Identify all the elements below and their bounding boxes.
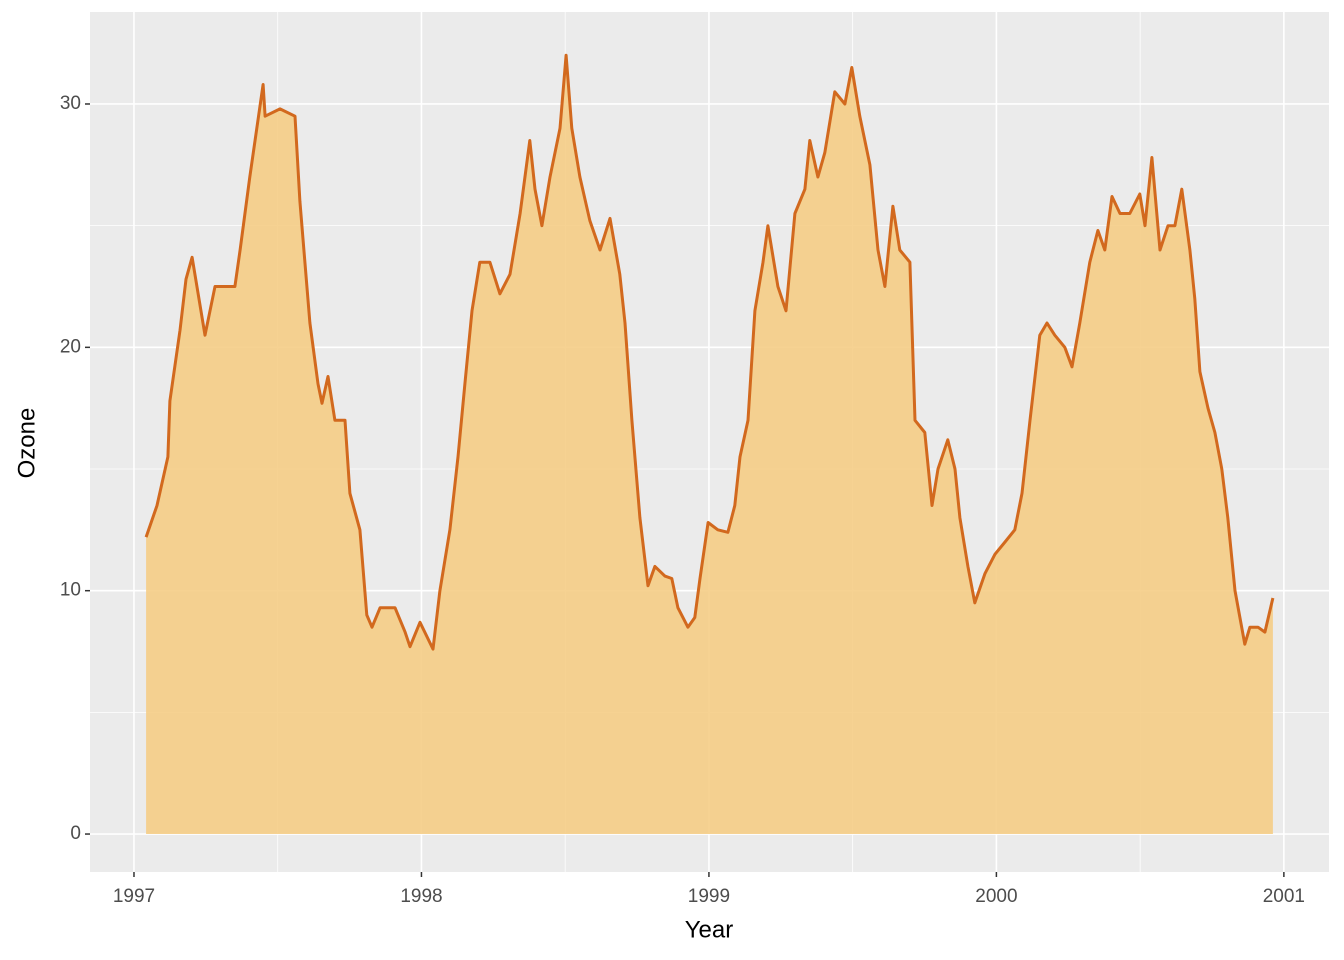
- line: [144, 53, 1275, 651]
- y-tick-label: 20: [60, 336, 81, 357]
- x-tick-label: 1997: [113, 886, 155, 907]
- x-axis-title: Year: [685, 916, 734, 943]
- x-tick-label: 1999: [688, 886, 730, 907]
- y-tick-label: 10: [60, 580, 81, 601]
- x-tick-label: 2001: [1263, 886, 1305, 907]
- x-tick-label: 1998: [400, 886, 442, 907]
- x-tick-label: 2000: [975, 886, 1017, 907]
- y-axis-title: Ozone: [13, 408, 40, 479]
- y-tick-label: 30: [60, 93, 81, 114]
- y-tick-label: 0: [70, 823, 81, 844]
